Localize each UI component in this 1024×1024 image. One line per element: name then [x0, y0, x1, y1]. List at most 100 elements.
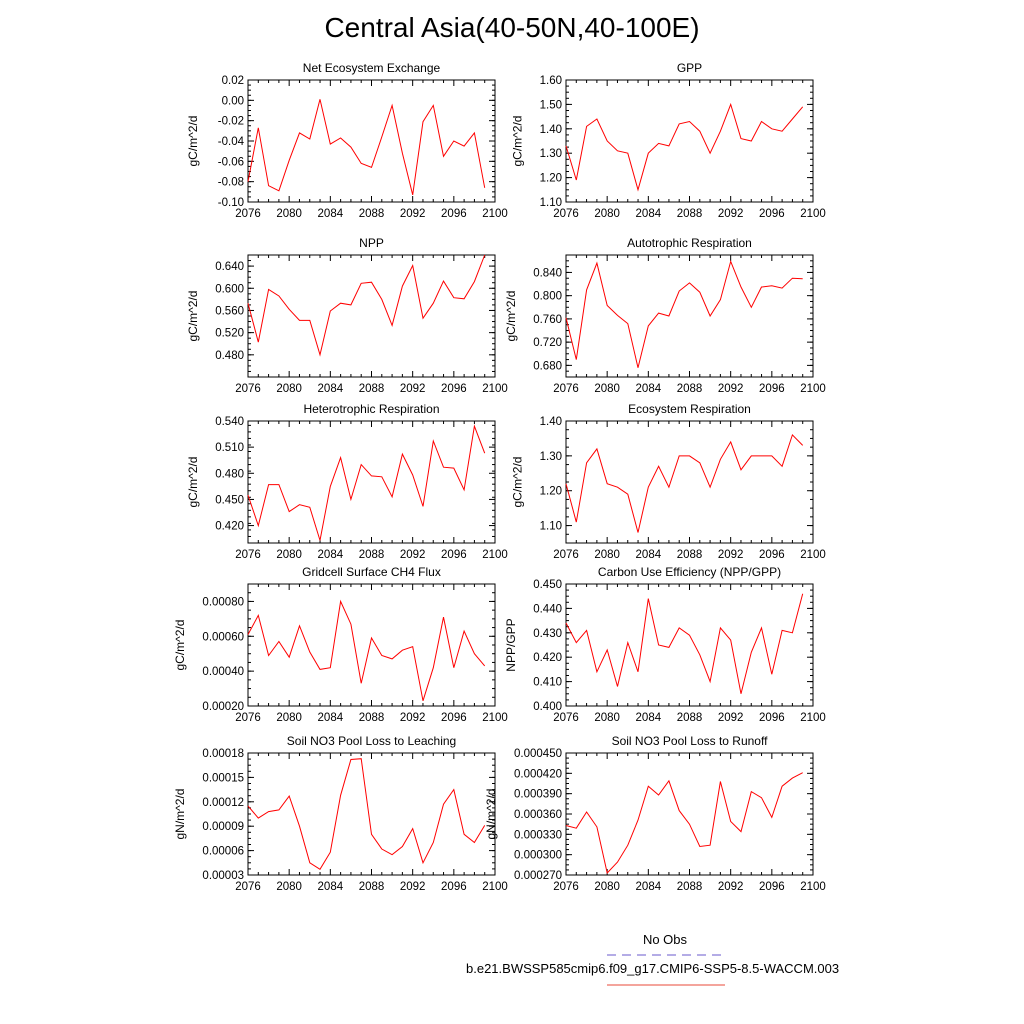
y-tick-label: 1.10 — [540, 521, 562, 533]
x-tick-label: 2084 — [636, 549, 662, 561]
legend-label-no-obs: No Obs — [642, 932, 688, 947]
plot-frame — [565, 420, 814, 544]
x-tick-label: 2100 — [800, 208, 826, 220]
series-line — [565, 433, 804, 533]
x-tick-label: 2096 — [759, 549, 785, 561]
y-tick-label: 0.00 — [222, 95, 244, 107]
x-tick-label: 2088 — [677, 881, 703, 893]
panel-title: Heterotrophic Respiration — [303, 402, 439, 416]
series-line — [247, 599, 486, 701]
y-tick-label: 0.00040 — [202, 666, 244, 678]
x-tick-label: 2092 — [718, 712, 744, 724]
y-axis-label: gC/m^2/d — [511, 457, 525, 508]
plot-frame — [247, 752, 496, 876]
x-tick-label: 2096 — [759, 208, 785, 220]
x-tick-label: 2092 — [400, 881, 426, 893]
x-tick-label: 2100 — [800, 881, 826, 893]
y-tick-label: 0.520 — [215, 328, 244, 340]
x-tick-label: 2076 — [235, 881, 261, 893]
x-tick-label: 2076 — [235, 208, 261, 220]
x-tick-label: 2076 — [553, 383, 579, 395]
x-tick-label: 2092 — [400, 208, 426, 220]
x-tick-label: 2080 — [594, 549, 620, 561]
y-tick-label: 0.00006 — [202, 846, 244, 858]
x-tick-label: 2088 — [359, 881, 385, 893]
x-tick-label: 2096 — [759, 881, 785, 893]
panel-title: Gridcell Surface CH4 Flux — [302, 565, 441, 579]
x-tick-label: 2084 — [636, 383, 662, 395]
y-tick-label: 0.000450 — [514, 748, 562, 760]
series-line — [247, 254, 486, 357]
x-tick-label: 2088 — [359, 712, 385, 724]
x-tick-label: 2100 — [800, 549, 826, 561]
y-tick-label: 0.420 — [215, 521, 244, 533]
y-axis-label: gC/m^2/d — [186, 116, 200, 167]
y-tick-label: 0.00080 — [202, 596, 244, 608]
x-tick-label: 2076 — [235, 549, 261, 561]
panel-gpp: GPP 2076 2080 2084 2088 2092 2096 2100 1.10 1.20 1… — [511, 61, 826, 220]
series-line — [247, 758, 486, 870]
panel-title: Soil NO3 Pool Loss to Runoff — [612, 734, 769, 748]
y-tick-label: 1.10 — [540, 197, 562, 209]
y-tick-label: 1.60 — [540, 75, 562, 87]
x-tick-label: 2088 — [677, 549, 703, 561]
y-axis-label: NPP/GPP — [504, 618, 518, 671]
panel-title: Soil NO3 Pool Loss to Leaching — [287, 734, 456, 748]
plot-frame — [247, 79, 496, 203]
x-tick-label: 2088 — [677, 208, 703, 220]
x-tick-label: 2100 — [800, 712, 826, 724]
y-tick-label: 0.480 — [215, 350, 244, 362]
y-tick-label: 0.00018 — [202, 748, 244, 760]
series-line — [247, 99, 486, 196]
x-tick-label: 2076 — [553, 549, 579, 561]
panel-net-ecosystem-exchange: Net Ecosystem Exchange 2076 2080 2084 2088 20… — [186, 61, 508, 220]
series-line — [565, 102, 804, 192]
y-tick-label: 0.000360 — [514, 809, 562, 821]
x-tick-label: 2088 — [677, 383, 703, 395]
x-tick-label: 2100 — [482, 549, 508, 561]
x-tick-label: 2084 — [318, 881, 344, 893]
y-tick-label: 0.00012 — [202, 797, 244, 809]
y-axis-label: gC/m^2/d — [186, 291, 200, 342]
x-tick-label: 2100 — [482, 383, 508, 395]
x-tick-label: 2080 — [594, 881, 620, 893]
series-line — [565, 259, 803, 368]
x-tick-label: 2084 — [636, 208, 662, 220]
y-tick-label: 1.20 — [540, 173, 562, 185]
y-tick-label: 0.410 — [533, 677, 562, 689]
x-tick-label: 2096 — [441, 549, 467, 561]
y-tick-label: 1.20 — [540, 486, 562, 498]
y-tick-label: 0.00009 — [202, 821, 244, 833]
x-tick-label: 2076 — [553, 881, 579, 893]
y-tick-label: 0.450 — [533, 579, 562, 591]
panel-gridcell-surface-ch4-flux: Gridcell Surface CH4 Flux 2076 2080 2084 208… — [173, 565, 508, 724]
x-tick-label: 2076 — [235, 712, 261, 724]
panel-ecosystem-respiration: Ecosystem Respiration 2076 2080 2084 2088 209… — [511, 402, 826, 561]
y-tick-label: 0.440 — [533, 603, 562, 615]
x-tick-label: 2084 — [318, 549, 344, 561]
y-tick-label: 0.000300 — [514, 850, 562, 862]
y-tick-label: 1.30 — [540, 451, 562, 463]
y-tick-label: 0.760 — [533, 314, 562, 326]
x-tick-label: 2096 — [759, 383, 785, 395]
y-tick-label: 0.00003 — [202, 870, 244, 882]
y-tick-label: 0.420 — [533, 652, 562, 664]
y-axis-label: gN/m^2/d — [173, 789, 187, 840]
panel-soil-no3-pool-loss-to-runoff: Soil NO3 Pool Loss to Runoff 2076 2080 2084… — [484, 734, 826, 893]
series-line — [565, 772, 803, 875]
x-tick-label: 2080 — [594, 208, 620, 220]
x-tick-label: 2088 — [359, 383, 385, 395]
panel-heterotrophic-respiration: Heterotrophic Respiration 2076 2080 2084 208… — [186, 402, 508, 561]
y-tick-label: 0.00020 — [202, 701, 244, 713]
y-axis-label: gC/m^2/d — [173, 620, 187, 671]
panel-soil-no3-pool-loss-to-leaching: Soil NO3 Pool Loss to Leaching 2076 2080 20… — [173, 734, 508, 893]
x-tick-label: 2096 — [759, 712, 785, 724]
y-tick-label: 0.640 — [215, 261, 244, 273]
x-tick-label: 2080 — [276, 881, 302, 893]
y-tick-label: 0.600 — [215, 283, 244, 295]
x-tick-label: 2100 — [482, 208, 508, 220]
x-tick-label: 2092 — [400, 712, 426, 724]
y-tick-label: -0.10 — [218, 197, 244, 209]
x-tick-label: 2096 — [441, 712, 467, 724]
